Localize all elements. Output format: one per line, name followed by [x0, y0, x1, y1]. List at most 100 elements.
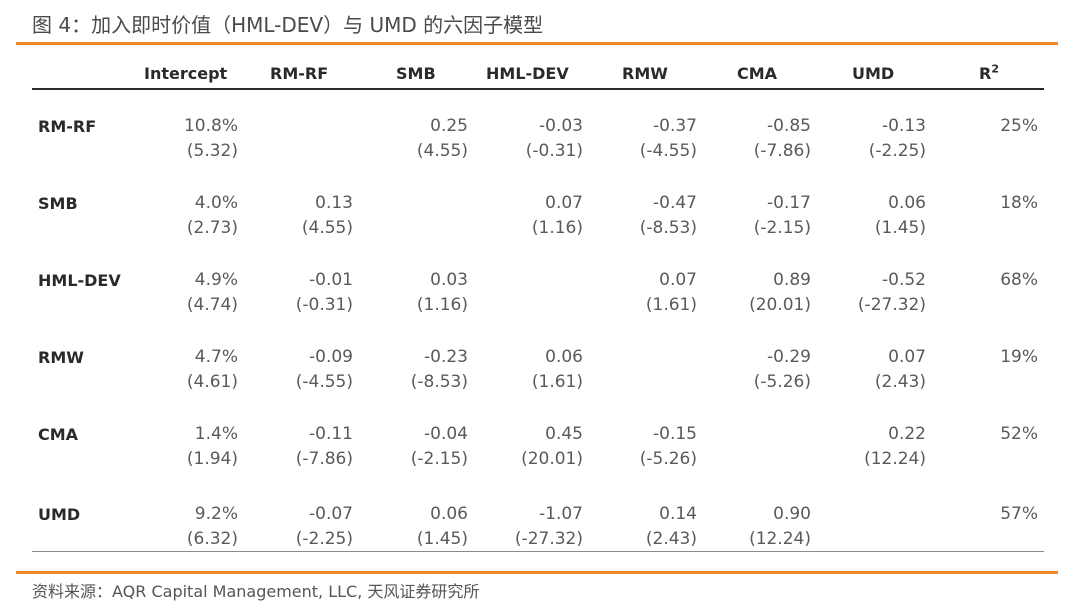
- r2-letter: R: [979, 64, 992, 83]
- cell-coefficient: 0.06: [430, 504, 468, 524]
- cell-t-statistic: (-4.55): [295, 372, 353, 392]
- table-cell: 19%: [908, 346, 1038, 396]
- table-cell: 18%: [908, 192, 1038, 242]
- cell-coefficient: 0.06: [545, 347, 583, 367]
- table-cell: 0.45 (20.01): [453, 423, 583, 473]
- table-cell: -0.52 (-27.32): [796, 269, 926, 319]
- table-cell: 0.06 (1.45): [796, 192, 926, 242]
- table-cell: -0.11 (-7.86): [223, 423, 353, 473]
- table-cell: 0.25 (4.55): [338, 115, 468, 165]
- cell-coefficient: 10.8%: [183, 116, 238, 136]
- cell-coefficient: -0.47: [653, 193, 697, 213]
- footer-rule: [32, 551, 1044, 552]
- cell-coefficient: 4.9%: [194, 270, 238, 290]
- table-cell: -0.01 (-0.31): [223, 269, 353, 319]
- cell-t-statistic: (1.16): [531, 218, 583, 238]
- table-cell: -0.23 (-8.53): [338, 346, 468, 396]
- table-cell: 0.89 (20.01): [681, 269, 811, 319]
- cell-coefficient: 0.07: [888, 347, 926, 367]
- cell-coefficient: -0.85: [767, 116, 811, 136]
- cell-coefficient: -0.17: [767, 193, 811, 213]
- cell-t-statistic: (-2.15): [410, 449, 468, 469]
- cell-t-statistic: (1.45): [874, 218, 926, 238]
- cell-t-statistic: (4.55): [416, 141, 468, 161]
- cell-coefficient: 0.22: [888, 424, 926, 444]
- table-cell: 4.0% (2.73): [108, 192, 238, 242]
- table-cell: 10.8% (5.32): [108, 115, 238, 165]
- top-orange-rule: [16, 42, 1058, 45]
- cell-t-statistic: (-0.31): [525, 141, 583, 161]
- page-title: 图 4：加入即时价值（HML-DEV）与 UMD 的六因子模型: [32, 13, 544, 37]
- cell-coefficient: 1.4%: [194, 424, 238, 444]
- table-cell: -0.13 (-2.25): [796, 115, 926, 165]
- table-cell: -0.03 (-0.31): [453, 115, 583, 165]
- cell-t-statistic: (12.24): [864, 449, 926, 469]
- cell-coefficient: 52%: [1000, 424, 1038, 444]
- cell-t-statistic: (-0.31): [295, 295, 353, 315]
- table-cell: 0.03 (1.16): [338, 269, 468, 319]
- cell-t-statistic: (2.43): [645, 529, 697, 549]
- table-cell: 1.4% (1.94): [108, 423, 238, 473]
- cell-t-statistic: (4.74): [186, 295, 238, 315]
- cell-coefficient: [796, 503, 926, 528]
- column-header-rmw: RMW: [622, 64, 668, 83]
- table-cell: -0.29 (-5.26): [681, 346, 811, 396]
- cell-t-statistic: [908, 140, 1038, 165]
- cell-t-statistic: (1.61): [645, 295, 697, 315]
- row-label-umd: UMD: [38, 505, 81, 524]
- table-cell: -0.47 (-8.53): [567, 192, 697, 242]
- cell-coefficient: 0.06: [888, 193, 926, 213]
- cell-coefficient: 4.7%: [194, 347, 238, 367]
- cell-coefficient: 0.07: [659, 270, 697, 290]
- cell-t-statistic: [908, 371, 1038, 396]
- cell-coefficient: 0.25: [430, 116, 468, 136]
- row-label-hml-dev: HML-DEV: [38, 271, 121, 290]
- row-label-rm-rf: RM-RF: [38, 117, 97, 136]
- table-cell: 0.22 (12.24): [796, 423, 926, 473]
- cell-t-statistic: (5.32): [186, 141, 238, 161]
- table-cell: 0.14 (2.43): [567, 503, 697, 553]
- cell-t-statistic: (-8.53): [410, 372, 468, 392]
- cell-t-statistic: (1.61): [531, 372, 583, 392]
- cell-coefficient: -1.07: [539, 504, 583, 524]
- cell-t-statistic: (1.45): [416, 529, 468, 549]
- bottom-orange-rule: [16, 571, 1058, 574]
- cell-coefficient: 19%: [1000, 347, 1038, 367]
- cell-t-statistic: (-5.26): [639, 449, 697, 469]
- table-cell: 57%: [908, 503, 1038, 553]
- table-cell: 0.07 (2.43): [796, 346, 926, 396]
- cell-t-statistic: (20.01): [749, 295, 811, 315]
- table-cell: 4.9% (4.74): [108, 269, 238, 319]
- cell-coefficient: 9.2%: [194, 504, 238, 524]
- cell-coefficient: 4.0%: [194, 193, 238, 213]
- cell-coefficient: 0.45: [545, 424, 583, 444]
- column-header-intercept: Intercept: [144, 64, 228, 83]
- table-cell: -0.17 (-2.15): [681, 192, 811, 242]
- cell-coefficient: -0.03: [539, 116, 583, 136]
- cell-t-statistic: (-2.25): [295, 529, 353, 549]
- cell-coefficient: -0.01: [309, 270, 353, 290]
- cell-t-statistic: [453, 294, 583, 319]
- cell-t-statistic: (-2.25): [868, 141, 926, 161]
- table-cell: 68%: [908, 269, 1038, 319]
- table-cell: 52%: [908, 423, 1038, 473]
- cell-t-statistic: (2.73): [186, 218, 238, 238]
- table-cell: 9.2% (6.32): [108, 503, 238, 553]
- cell-coefficient: -0.52: [882, 270, 926, 290]
- source-note: 资料来源：AQR Capital Management, LLC, 天风证券研究…: [32, 582, 480, 601]
- row-label-rmw: RMW: [38, 348, 84, 367]
- table-cell: [796, 503, 926, 553]
- cell-coefficient: [567, 346, 697, 371]
- cell-t-statistic: [908, 448, 1038, 473]
- row-label-smb: SMB: [38, 194, 78, 213]
- cell-coefficient: -0.13: [882, 116, 926, 136]
- cell-coefficient: 0.14: [659, 504, 697, 524]
- table-cell: -0.37 (-4.55): [567, 115, 697, 165]
- cell-coefficient: [223, 115, 353, 140]
- table-cell: -0.07 (-2.25): [223, 503, 353, 553]
- cell-coefficient: 68%: [1000, 270, 1038, 290]
- cell-coefficient: -0.23: [424, 347, 468, 367]
- cell-coefficient: 0.03: [430, 270, 468, 290]
- table-cell: -0.85 (-7.86): [681, 115, 811, 165]
- table-cell: -0.15 (-5.26): [567, 423, 697, 473]
